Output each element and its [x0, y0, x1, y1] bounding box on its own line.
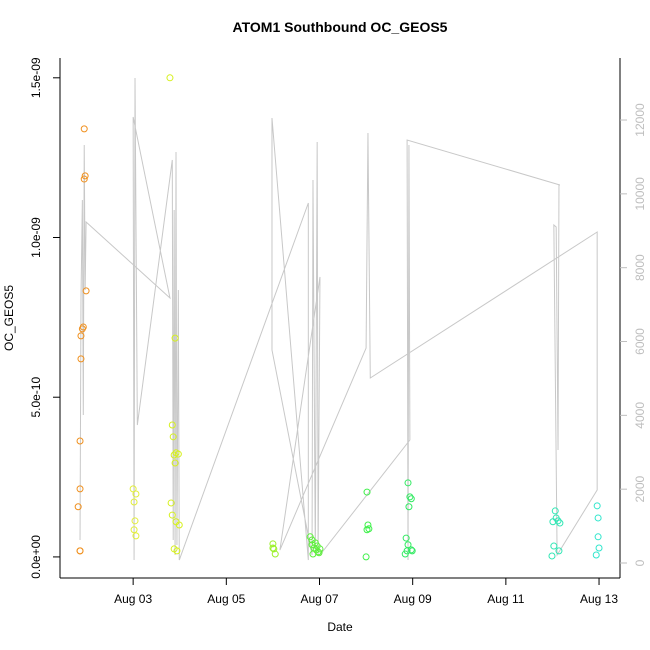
data-point — [168, 421, 176, 429]
data-point — [407, 495, 415, 503]
data-point — [77, 332, 85, 340]
data-point — [556, 519, 564, 527]
data-point — [316, 545, 324, 553]
x-tick-label: Aug 09 — [394, 592, 432, 606]
y2-tick-label: 4000 — [633, 402, 647, 429]
data-point — [82, 287, 90, 295]
data-point — [363, 526, 371, 534]
data-point — [174, 450, 182, 458]
data-point — [271, 550, 279, 558]
data-point — [76, 547, 84, 555]
x-tick-label: Aug 07 — [300, 592, 338, 606]
data-point — [77, 355, 85, 363]
data-point — [593, 502, 601, 510]
data-point — [363, 488, 371, 496]
data-point — [269, 540, 277, 548]
y-tick-label: 5.0e-10 — [29, 377, 43, 418]
data-point — [132, 532, 140, 540]
y-axis-label: OC_GEOS5 — [2, 285, 16, 351]
data-point — [79, 323, 87, 331]
data-point — [407, 546, 415, 554]
x-tick-label: Aug 03 — [114, 592, 152, 606]
data-point — [315, 549, 323, 557]
data-point — [80, 125, 88, 133]
data-point — [594, 514, 602, 522]
data-point — [592, 551, 600, 559]
data-point — [76, 485, 84, 493]
y-tick-label: 0.0e+00 — [29, 535, 43, 579]
data-point — [551, 507, 559, 515]
data-point — [550, 542, 558, 550]
y2-tick-label: 10000 — [633, 177, 647, 211]
data-point — [594, 533, 602, 541]
data-point — [405, 503, 413, 511]
x-axis-label: Date — [327, 620, 353, 634]
data-point — [131, 517, 139, 525]
data-point — [269, 544, 277, 552]
data-point — [74, 503, 82, 511]
data-point — [169, 433, 177, 441]
data-point — [402, 534, 410, 542]
data-point — [364, 521, 372, 529]
data-point — [555, 547, 563, 555]
data-point — [129, 485, 137, 493]
altitude-line — [79, 77, 598, 561]
data-point — [554, 517, 562, 525]
data-point — [404, 479, 412, 487]
x-tick-label: Aug 13 — [580, 592, 618, 606]
data-point — [168, 511, 176, 519]
y-tick-label: 1.5e-09 — [29, 57, 43, 98]
data-point — [130, 498, 138, 506]
data-point — [401, 550, 409, 558]
y2-tick-label: 0 — [633, 559, 647, 566]
data-point — [170, 451, 178, 459]
x-tick-label: Aug 05 — [207, 592, 245, 606]
data-point — [167, 499, 175, 507]
data-point — [175, 521, 183, 529]
data-point — [76, 437, 84, 445]
data-point — [406, 493, 414, 501]
y-tick-label: 1.0e-09 — [29, 217, 43, 258]
data-point — [408, 547, 416, 555]
data-point — [171, 459, 179, 467]
data-point — [311, 539, 319, 547]
data-point — [404, 541, 412, 549]
data-point — [171, 334, 179, 342]
data-point — [595, 544, 603, 552]
data-point — [270, 545, 278, 553]
x-tick-label: Aug 11 — [487, 592, 524, 606]
y2-tick-label: 8000 — [633, 254, 647, 281]
data-point — [362, 553, 370, 561]
data-point — [166, 74, 174, 82]
data-point — [548, 552, 556, 560]
chart-title: ATOM1 Southbound OC_GEOS5 — [233, 19, 448, 35]
data-point — [173, 547, 181, 555]
data-point — [132, 490, 140, 498]
y2-tick-label: 6000 — [633, 328, 647, 355]
data-point — [81, 172, 89, 180]
y2-tick-label: 12000 — [633, 103, 647, 137]
data-point — [130, 526, 138, 534]
y2-tick-label: 2000 — [633, 476, 647, 503]
data-point — [80, 175, 88, 183]
